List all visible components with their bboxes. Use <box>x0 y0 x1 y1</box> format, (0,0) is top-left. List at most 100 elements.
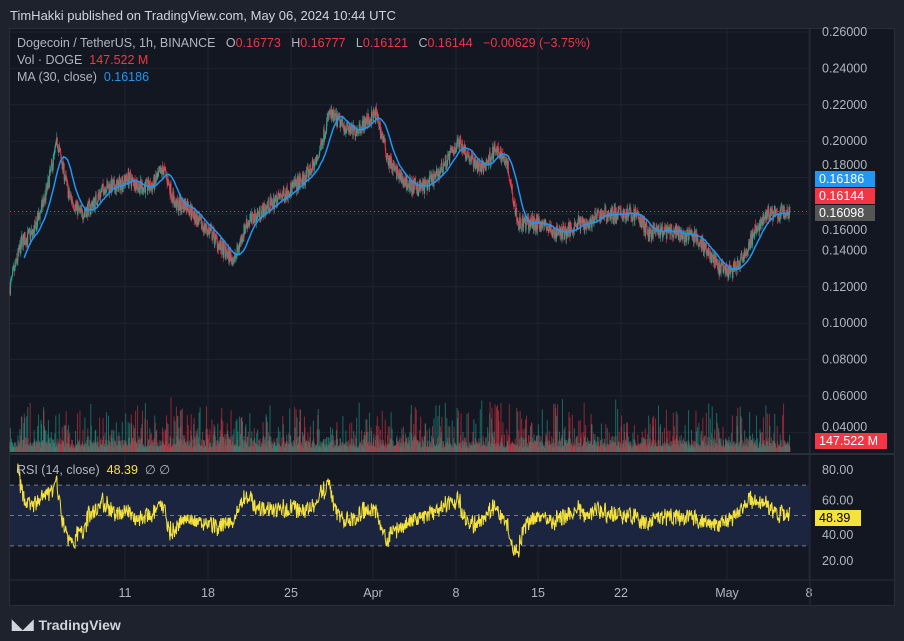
candle-body <box>251 211 253 221</box>
candle-body <box>505 160 507 162</box>
candle-body <box>577 223 579 225</box>
volume-bar <box>648 415 650 452</box>
volume-bar <box>774 413 776 452</box>
candle-body <box>204 222 206 231</box>
candle-body <box>138 187 140 189</box>
volume-bar <box>187 424 189 452</box>
ma-label[interactable]: MA (30, close) <box>17 70 97 84</box>
volume-bar <box>318 429 320 452</box>
volume-bar <box>728 436 730 452</box>
candle-body <box>553 229 555 235</box>
volume-bar <box>789 447 791 452</box>
candle-body <box>506 162 508 170</box>
candle-body <box>513 201 515 207</box>
candle-body <box>77 206 79 215</box>
candle-body <box>249 217 251 220</box>
candle-body <box>407 186 409 188</box>
volume-label[interactable]: Vol · DOGE <box>17 53 83 67</box>
candle-body <box>177 200 179 211</box>
volume-bar <box>233 428 235 452</box>
candle-body <box>343 130 345 132</box>
candle-body <box>466 151 468 158</box>
volume-bar <box>409 432 411 452</box>
candle-body <box>454 147 456 154</box>
volume-bar <box>498 421 500 452</box>
candle-body <box>694 230 696 238</box>
volume-bar <box>608 432 610 452</box>
symbol-title[interactable]: Dogecoin / TetherUS, 1h, BINANCE <box>17 36 216 50</box>
candle-body <box>226 256 228 257</box>
candle-body <box>646 226 648 235</box>
candle-body <box>137 188 139 190</box>
time-tick: 8 <box>806 586 813 600</box>
candle-body <box>516 221 518 223</box>
candle-body <box>502 153 504 159</box>
candle-body <box>764 215 766 219</box>
volume-bar <box>162 431 164 452</box>
volume-bar <box>14 442 16 452</box>
candle-body <box>274 197 276 200</box>
rsi-tick: 60.00 <box>822 493 853 507</box>
candle-body <box>422 182 424 191</box>
volume-bar <box>555 408 557 452</box>
candle-body <box>692 233 694 243</box>
candle-body <box>30 232 32 233</box>
candle-body <box>459 140 461 148</box>
candle-body <box>113 180 115 189</box>
volume-bar <box>257 429 259 452</box>
rsi-label[interactable]: RSI (14, close) <box>17 463 100 477</box>
volume-bar <box>537 424 539 452</box>
candle-body <box>764 218 766 220</box>
volume-bar <box>415 409 417 452</box>
candle-body <box>698 243 700 246</box>
ma-line <box>23 115 791 271</box>
volume-bar <box>618 431 620 452</box>
volume-bar <box>56 438 58 452</box>
candle-body <box>677 227 679 233</box>
candle-body <box>429 176 431 190</box>
volume-bar <box>596 436 598 452</box>
volume-bar <box>605 424 607 452</box>
volume-bar <box>47 419 49 452</box>
tradingview-logo[interactable]: ◣◢ TradingView <box>12 616 121 633</box>
volume-bar <box>703 435 705 452</box>
candle-body <box>581 220 583 222</box>
volume-bar <box>269 405 271 452</box>
volume-bar <box>208 434 210 452</box>
candle-body <box>350 124 352 134</box>
candle-body <box>30 232 32 240</box>
volume-bar <box>27 438 29 452</box>
candle-body <box>102 183 104 189</box>
volume-bar <box>531 423 533 452</box>
rsi-value: 48.39 <box>106 463 138 477</box>
candle-body <box>556 226 558 238</box>
volume-bar <box>170 397 172 452</box>
volume-bar <box>507 435 509 452</box>
candle-body <box>125 180 127 184</box>
candle-body <box>39 211 41 219</box>
candle-body <box>123 183 125 185</box>
candle-body <box>734 262 736 271</box>
candle-body <box>365 117 367 128</box>
candle-body <box>347 127 349 130</box>
candle-body <box>715 256 717 263</box>
candle-body <box>81 208 83 210</box>
logo-icon: ◣◢ <box>12 616 34 632</box>
volume-bar <box>420 416 422 452</box>
candle-body <box>324 135 326 137</box>
candle-body <box>214 242 216 244</box>
candle-body <box>123 174 125 185</box>
candle-body <box>154 175 156 189</box>
candle-body <box>603 213 605 218</box>
candle-body <box>101 188 103 193</box>
candle-body <box>81 209 83 218</box>
candle-body <box>446 160 448 167</box>
publish-info: TimHakki published on TradingView.com, M… <box>10 8 396 23</box>
volume-bar <box>615 399 617 452</box>
candle-body <box>523 219 525 222</box>
volume-bar <box>191 435 193 452</box>
volume-bar <box>762 417 764 452</box>
candle-body <box>444 165 446 167</box>
candle-body <box>195 222 197 223</box>
